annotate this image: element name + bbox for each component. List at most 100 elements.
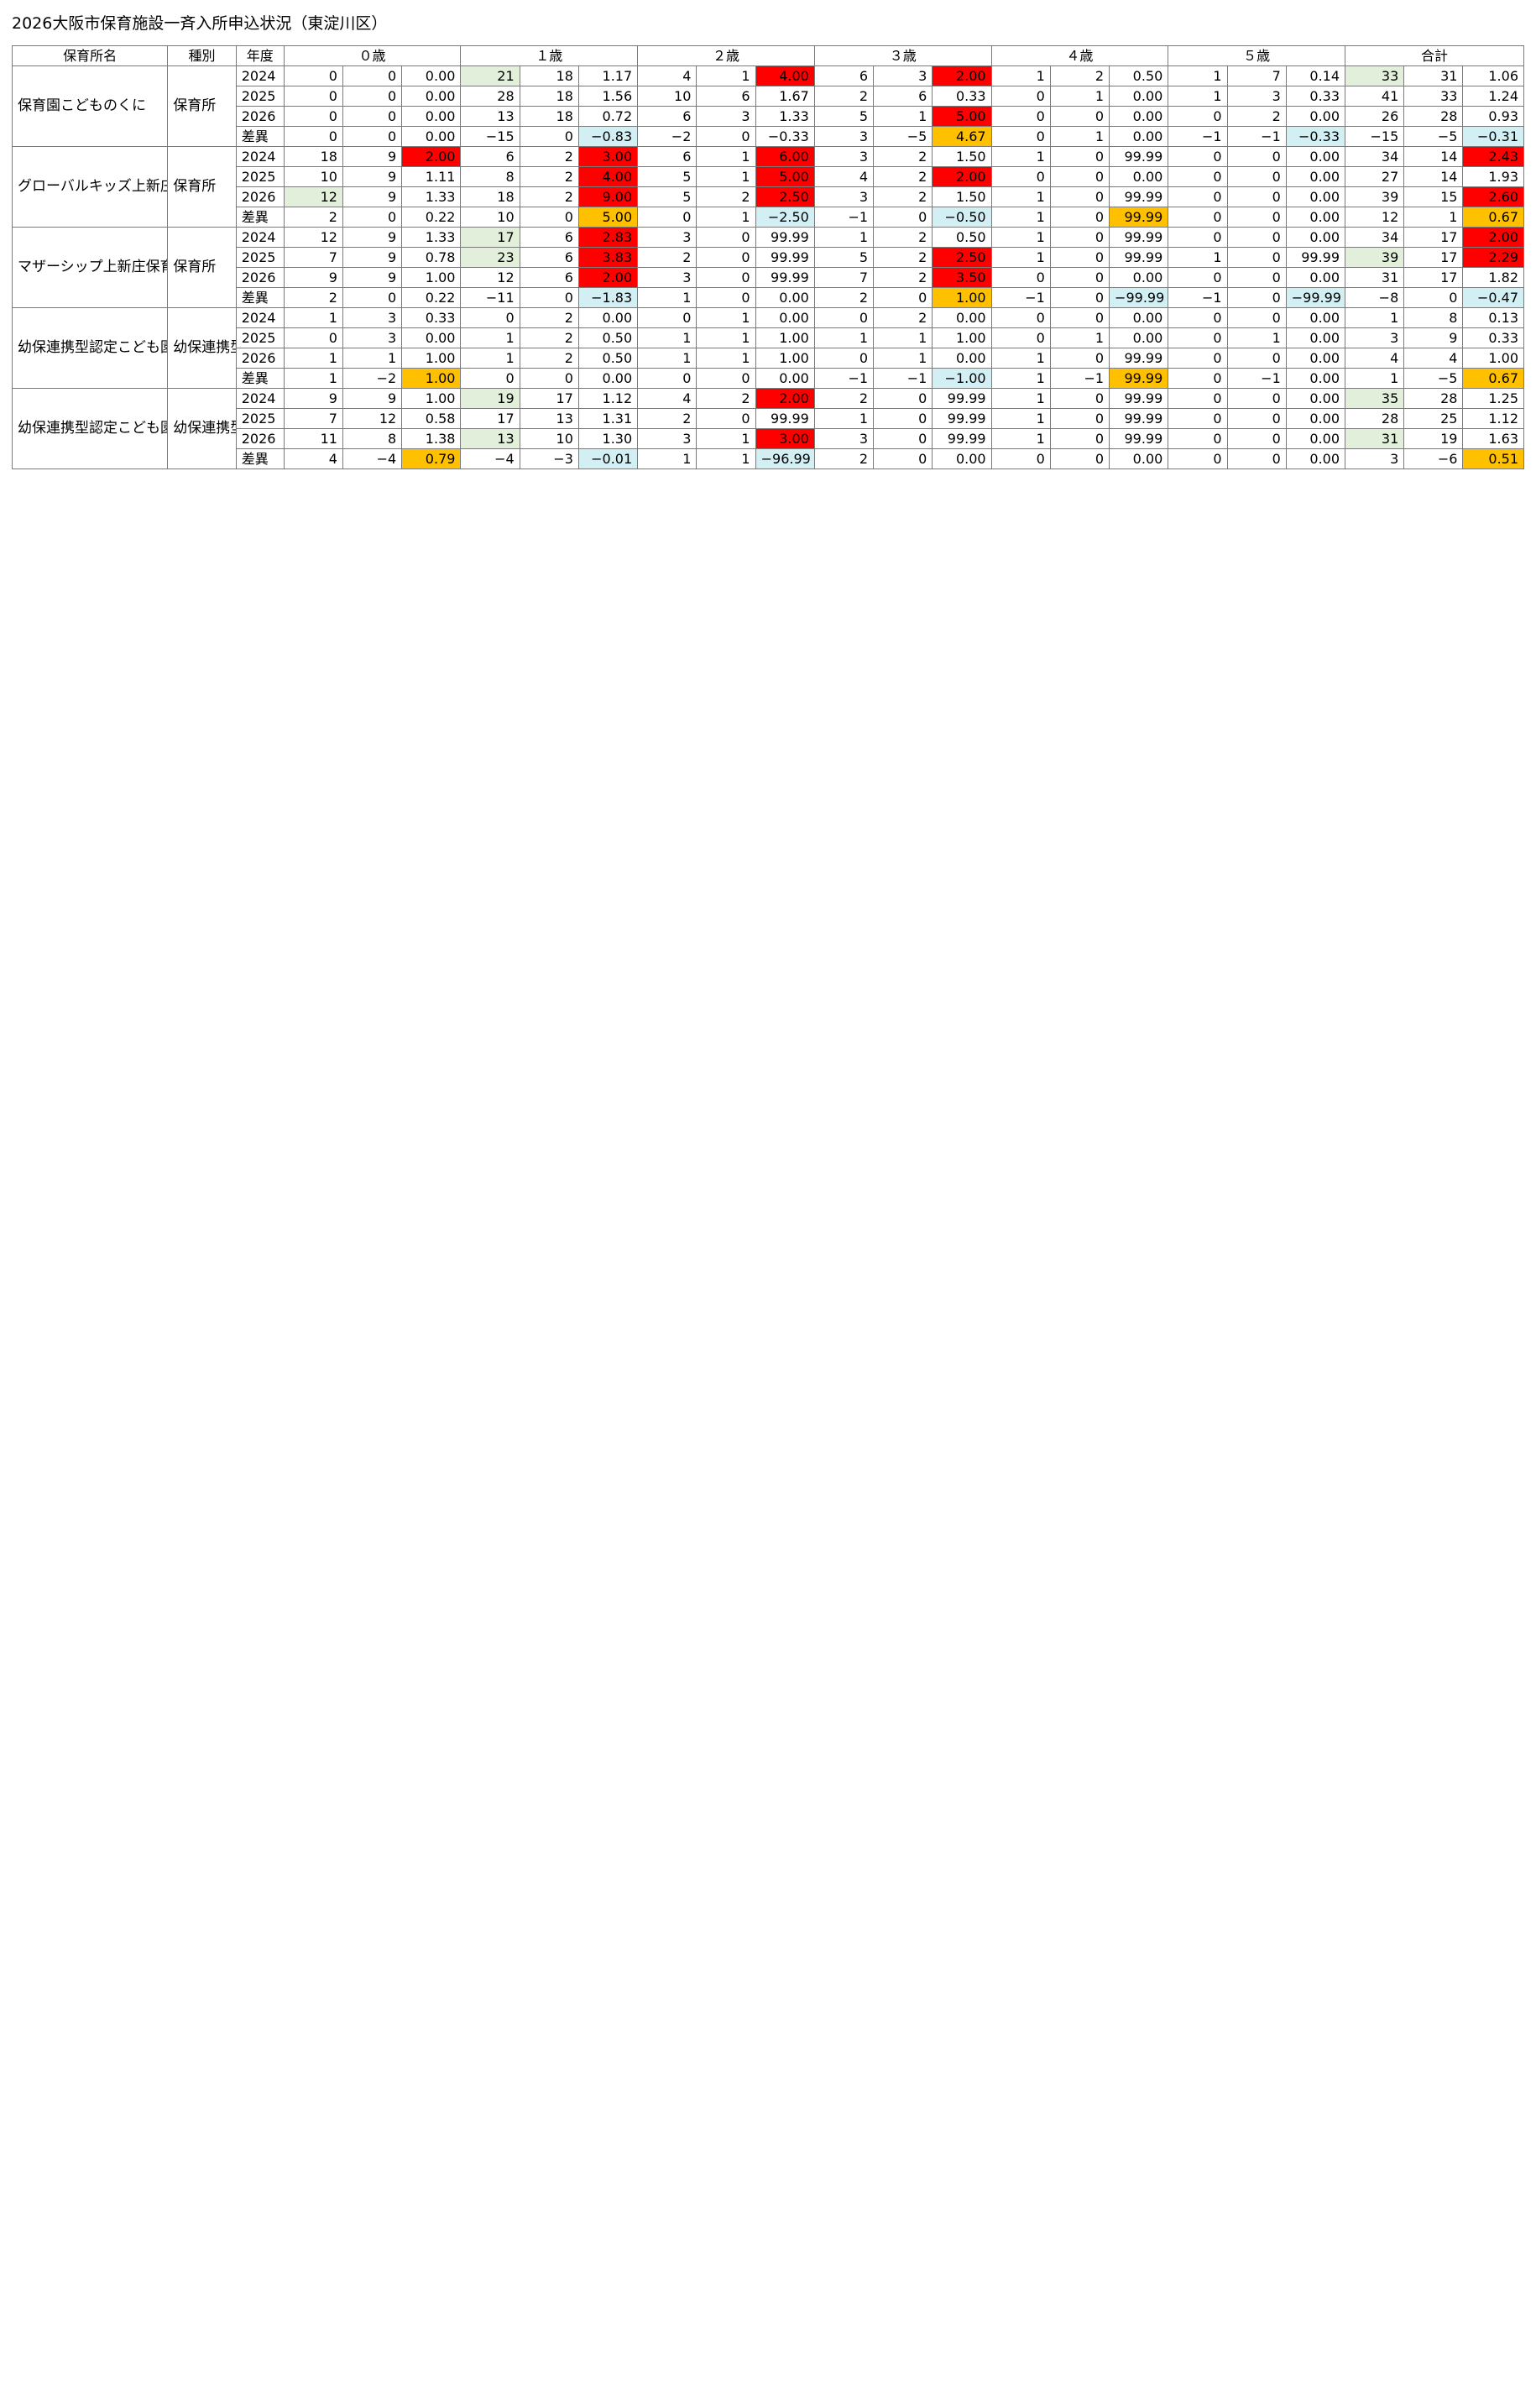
value-cell: 6 [813,65,875,86]
value-cell: 99.99 [1109,227,1169,248]
value-cell: −99.99 [1285,287,1346,308]
value-cell: 99.99 [1109,146,1169,167]
value-cell: 0 [283,86,343,107]
value-cell: 1 [283,307,343,328]
value-cell: 99.99 [932,408,992,429]
page: 2026大阪市保育施設一斉入所申込状況（東淀川区） 保育所名 種別 年度 ０歳 … [11,8,1524,469]
value-cell: 11 [283,428,343,449]
value-cell: 13 [460,106,520,127]
value-cell: 0.00 [1109,307,1169,328]
value-cell: 0 [813,307,875,328]
header-row: 保育所名 種別 年度 ０歳 １歳 ２歳 ３歳 ４歳 ５歳 合計 [11,45,1524,66]
value-cell: 1 [283,368,343,389]
value-cell: 1.82 [1462,267,1524,288]
value-cell: 2 [283,287,343,308]
value-cell: 1 [696,428,756,449]
value-cell: 0 [1168,146,1228,167]
value-cell: 2 [519,327,579,348]
value-cell: 2 [696,388,756,409]
facility-type: 保育所 [167,227,237,308]
value-cell: 1 [990,247,1051,268]
value-cell: 0.00 [1109,267,1169,288]
value-cell: 0.00 [755,307,815,328]
value-cell: −0.31 [1462,126,1524,147]
value-cell: 0 [873,287,933,308]
value-cell: 0.00 [401,65,462,86]
value-cell: 0 [283,327,343,348]
value-cell: 2 [283,207,343,228]
year-cell: 2024 [235,65,285,86]
value-cell: 0 [873,448,933,469]
year-cell: 2025 [235,86,285,107]
value-cell: 0.00 [577,368,639,389]
value-cell: 0.22 [401,287,462,308]
value-cell: 1.12 [1462,408,1524,429]
value-cell: 9.00 [577,186,639,207]
value-cell: 0.00 [401,86,462,107]
facility-name: グローバルキッズ上新庄園 [11,146,169,228]
value-cell: 8 [460,166,520,187]
value-cell: 33 [1403,86,1464,107]
value-cell: 0 [519,207,579,228]
value-cell: 1 [990,368,1051,389]
value-cell: 13 [519,408,579,429]
value-cell: −1 [1226,126,1287,147]
value-cell: 0.00 [1285,388,1346,409]
value-cell: 1 [1168,65,1228,86]
value-cell: 0.00 [1285,448,1346,469]
value-cell: 1 [990,348,1051,369]
value-cell: 4.00 [577,166,639,187]
value-cell: 0.00 [932,348,992,369]
value-cell: 3 [813,146,875,167]
value-cell: 0 [283,126,343,147]
value-cell: −11 [460,287,520,308]
value-cell: 0.33 [932,86,992,107]
value-cell: 0.79 [401,448,462,469]
value-cell: 0 [1049,267,1110,288]
year-cell: 差異 [235,126,285,147]
value-cell: 0 [283,65,343,86]
value-cell: 1.33 [401,227,462,248]
value-cell: 0.00 [1109,166,1169,187]
value-cell: 2 [873,307,933,328]
value-cell: −0.83 [577,126,639,147]
value-cell: −1 [990,287,1051,308]
table-row: マザーシップ上新庄保育園保育所20241291.331762.833099.99… [11,227,1524,308]
value-cell: 99.99 [1109,408,1169,429]
value-cell: −4 [460,448,520,469]
value-cell: 99.99 [1109,348,1169,369]
value-cell: 1.00 [401,368,462,389]
year-cell: 2025 [235,247,285,268]
value-cell: 1.00 [401,348,462,369]
header-age4: ４歳 [990,45,1169,66]
value-cell: 3 [1345,327,1405,348]
value-cell: 0 [1168,106,1228,127]
value-cell: 2 [873,146,933,167]
value-cell: 9 [342,186,403,207]
year-cell: 差異 [235,207,285,228]
value-cell: 0.33 [1285,86,1346,107]
value-cell: 18 [519,86,579,107]
value-cell: 1 [1345,307,1405,328]
value-cell: 3 [1226,86,1287,107]
value-cell: 0.00 [755,368,815,389]
value-cell: 12 [342,408,403,429]
year-cell: 2024 [235,146,285,167]
value-cell: 4 [637,388,697,409]
table-row: 幼保連携型認定こども園あすなろ幼保連携型認定こども園2024130.33020.… [11,307,1524,389]
value-cell: 0 [1226,348,1287,369]
value-cell: 1.25 [1462,388,1524,409]
value-cell: 0 [1049,448,1110,469]
value-cell: −0.47 [1462,287,1524,308]
table-row: 差異 1 −2 1.00 0 0 0.00 0 0 0.00 −1 −1 −1.00 1 −1 99.99 0−… [13,368,1524,389]
year-cell: 2025 [235,327,285,348]
value-cell: 31 [1403,65,1464,86]
value-cell: 0 [1226,448,1287,469]
value-cell: 1.67 [755,86,815,107]
value-cell: 1 [283,348,343,369]
value-cell: 2 [813,448,875,469]
value-cell: 4 [637,65,697,86]
value-cell: 0.33 [401,307,462,328]
year-cell: 2024 [235,227,285,248]
value-cell: 2 [813,287,875,308]
